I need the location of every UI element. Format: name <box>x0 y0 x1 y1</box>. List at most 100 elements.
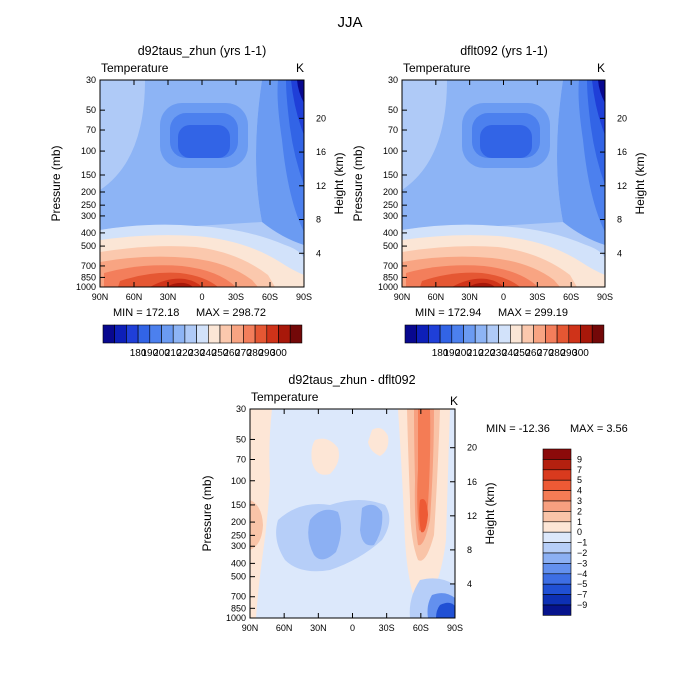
colorbar-label: −1 <box>577 538 587 548</box>
y-tick-label: 500 <box>383 241 398 251</box>
x-tick-label: 30S <box>529 292 545 302</box>
colorbar-swatch <box>591 324 605 344</box>
colorbar-swatch <box>172 324 186 344</box>
panel-2-variable-label: Temperature <box>403 61 471 75</box>
height-tick-label: 8 <box>316 215 321 225</box>
colorbar-label: 2 <box>577 506 582 516</box>
diff-blob-pos-1 <box>311 438 339 475</box>
colorbar-swatch <box>219 324 232 344</box>
colorbar-label: 280 <box>247 348 264 359</box>
x-tick-label: 60N <box>428 292 445 302</box>
colorbar-swatch <box>542 448 572 460</box>
colorbar-swatch <box>542 583 572 595</box>
y-tick-label: 500 <box>81 241 96 251</box>
colorbar-swatch <box>439 324 453 344</box>
height-tick-label: 8 <box>617 215 622 225</box>
y-tick-label: 150 <box>81 170 96 180</box>
y-tick-label: 30 <box>86 75 96 85</box>
y-tick-label: 200 <box>383 187 398 197</box>
panel-2-ticks: 90N 60N 30N 0 30S 60S 90S 30 50 70 100 150 200 250300… <box>351 75 647 302</box>
x-tick-label: 30N <box>160 292 177 302</box>
colorbar-swatch <box>545 324 558 344</box>
y-tick-label: 400 <box>231 558 246 568</box>
colorbar-swatch <box>196 324 209 344</box>
height-axis-title: Height (km) <box>332 152 346 214</box>
diff-band-neg-2b <box>360 504 383 546</box>
colorbar-swatch <box>266 324 279 344</box>
panel-1-ticks: 90N 60N 30N 0 30S 60S 90S 30 50 70 100 150 200 250300… <box>49 75 346 302</box>
colorbar-label: 290 <box>258 348 275 359</box>
colorbar-swatch <box>231 324 244 344</box>
colorbar-swatch <box>278 324 291 344</box>
contour-tropopause-210 <box>178 125 230 158</box>
y-tick-label: 100 <box>231 476 246 486</box>
colorbar-label: −9 <box>577 600 587 610</box>
colorbar-swatch <box>184 324 197 344</box>
colorbar-swatch <box>542 500 572 512</box>
colorbar-label: 220 <box>177 348 194 359</box>
colorbar-label: 190 <box>141 348 158 359</box>
y-axis-title: Pressure (mb) <box>200 475 214 551</box>
colorbar-swatch <box>161 324 174 344</box>
contour-band-190 <box>598 80 605 103</box>
y-tick-label: 70 <box>236 455 246 465</box>
panel-2-max-label: MAX = 299.19 <box>498 307 568 319</box>
y-tick-label: 1000 <box>76 282 96 292</box>
x-tick-label: 90N <box>242 623 259 633</box>
x-tick-label: 60N <box>126 292 143 302</box>
y-axis-title: Pressure (mb) <box>49 145 63 221</box>
colorbar-label: 4 <box>577 486 582 496</box>
y-tick-label: 1000 <box>226 613 246 623</box>
contour-band-298 <box>468 282 495 287</box>
y-tick-label: 300 <box>231 541 246 551</box>
contour-band-298 <box>166 282 193 287</box>
colorbar-swatch <box>137 324 151 344</box>
diff-band-neg-corner-3 <box>436 602 455 618</box>
x-tick-label: 90N <box>394 292 411 302</box>
colorbar-label: 270 <box>235 348 252 359</box>
diff-band-pos-right-4 <box>419 499 428 533</box>
panel-3: d92taus_zhun - dflt092 Temperature K 90N… <box>200 373 628 633</box>
height-tick-label: 16 <box>467 477 477 487</box>
colorbar-swatch <box>542 490 572 502</box>
y-tick-label: 300 <box>81 211 96 221</box>
height-axis-title: Height (km) <box>483 482 497 544</box>
colorbar-label: 250 <box>212 348 229 359</box>
colorbar-swatch <box>542 459 572 471</box>
y-tick-label: 700 <box>81 261 96 271</box>
colorbar-swatch <box>149 324 162 344</box>
colorbar-swatch <box>542 469 572 481</box>
height-tick-label: 12 <box>617 181 627 191</box>
height-tick-label: 16 <box>316 147 326 157</box>
colorbar-swatch <box>533 324 546 344</box>
colorbar-label: 200 <box>455 348 472 359</box>
x-tick-label: 60S <box>563 292 579 302</box>
height-axis-title: Height (km) <box>633 152 647 214</box>
colorbar-swatch <box>404 324 417 344</box>
colorbar-label: 230 <box>188 348 205 359</box>
x-tick-label: 90S <box>597 292 613 302</box>
y-tick-label: 300 <box>383 211 398 221</box>
colorbar-label: 280 <box>549 348 566 359</box>
colorbar-label: 300 <box>270 348 287 359</box>
x-tick-label: 30N <box>310 623 327 633</box>
colorbar-swatch <box>568 324 581 344</box>
y-tick-label: 30 <box>236 404 246 414</box>
colorbar-label: 5 <box>577 475 582 485</box>
colorbar-swatch <box>542 479 572 491</box>
colorbar-swatch <box>486 324 499 344</box>
colorbar-label: 3 <box>577 496 582 506</box>
colorbar-swatch <box>114 324 127 344</box>
y-tick-label: 100 <box>81 146 96 156</box>
panel-2-min-label: MIN = 172.94 <box>415 307 481 319</box>
y-tick-label: 250 <box>383 200 398 210</box>
colorbar-swatch <box>521 324 534 344</box>
y-tick-label: 200 <box>231 517 246 527</box>
colorbar-label: 210 <box>467 348 484 359</box>
colorbar-label: 1 <box>577 517 582 527</box>
panel-1-min-label: MIN = 172.18 <box>113 307 179 319</box>
colorbar-label: −3 <box>577 558 587 568</box>
panel-2: dflt092 (yrs 1-1) Temperature K 90N 60N 30… <box>351 44 647 359</box>
colorbar-swatch <box>542 594 572 606</box>
